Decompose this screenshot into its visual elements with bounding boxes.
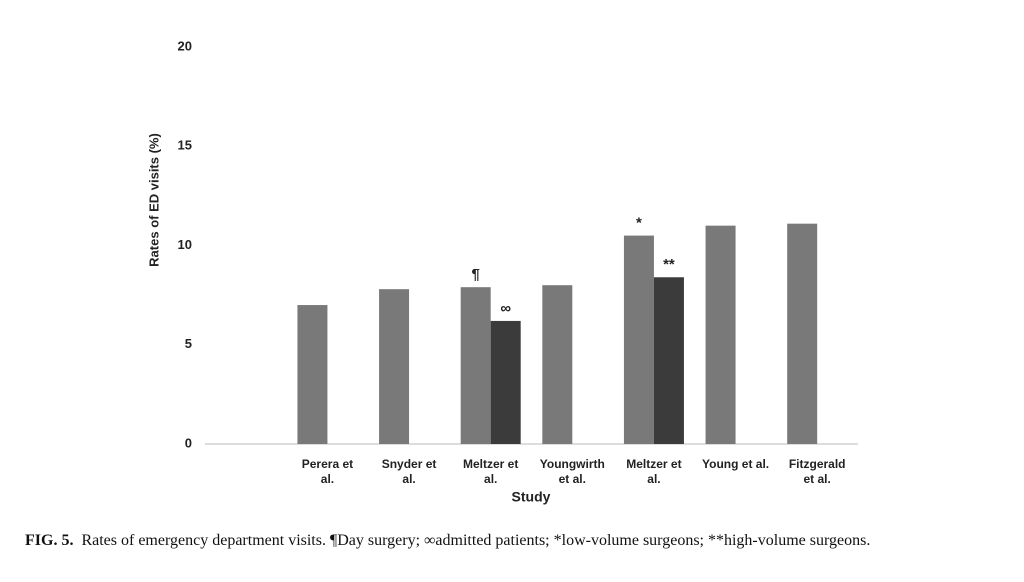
caption-text: Rates of emergency department visits. ¶D… [81, 532, 871, 549]
bar [297, 305, 328, 444]
x-axis-title: Study [512, 489, 551, 505]
x-tick-label: Fitzgerald et al. [788, 457, 846, 486]
bar [460, 287, 491, 444]
y-tick-label: 5 [185, 336, 192, 351]
x-tick-label: Meltzer et al. [463, 457, 519, 486]
y-tick-label: 10 [178, 237, 192, 252]
bar-symbol: ¶ [472, 266, 480, 283]
bar-symbol: * [636, 215, 642, 232]
y-axis-title: Rates of ED visits (%) [146, 133, 161, 267]
chart: Rates of ED visits (%) Study 0 5 10 15 20 ¶ * ∞… [146, 38, 858, 505]
x-tick-label: Youngwirth et al. [539, 457, 605, 486]
y-tick-label: 0 [185, 435, 192, 450]
bar [542, 285, 573, 444]
bar [490, 320, 521, 444]
bar [379, 289, 410, 444]
y-tick-label: 20 [178, 38, 192, 53]
bar-symbol: ** [663, 256, 675, 273]
bar-symbol: ∞ [500, 300, 511, 317]
caption-label: FIG. 5. [25, 532, 74, 549]
bar [787, 223, 818, 444]
caption: FIG. 5. Rates of emergency department vi… [25, 530, 985, 552]
bar [705, 225, 736, 444]
bar [623, 235, 654, 444]
x-tick-label: Meltzer et al. [626, 457, 682, 486]
x-tick-label: Perera et al. [301, 457, 354, 486]
x-tick-label: Snyder et al. [381, 457, 437, 486]
x-tick-label: Young et al. [702, 457, 770, 471]
bar [653, 277, 684, 444]
y-tick-label: 15 [178, 138, 192, 153]
